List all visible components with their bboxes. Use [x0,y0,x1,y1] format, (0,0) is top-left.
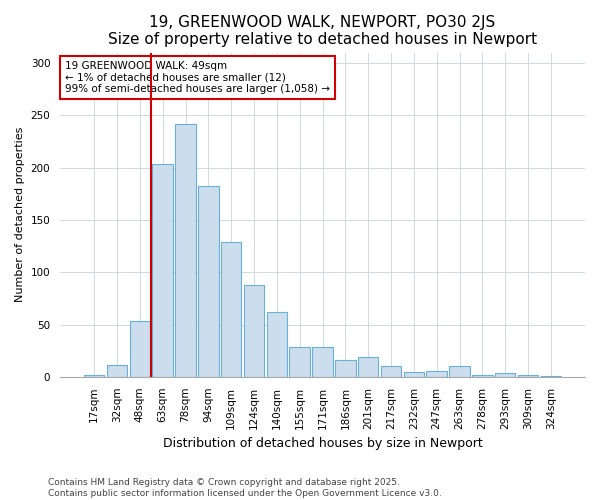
X-axis label: Distribution of detached houses by size in Newport: Distribution of detached houses by size … [163,437,482,450]
Bar [84,374,104,377]
Bar [472,374,493,377]
Bar [495,372,515,377]
Bar [289,346,310,377]
Bar [381,366,401,377]
Bar [358,357,379,377]
Bar [107,366,127,377]
Bar [152,164,173,377]
Bar [449,366,470,377]
Bar [427,370,447,377]
Bar [518,374,538,377]
Title: 19, GREENWOOD WALK, NEWPORT, PO30 2JS
Size of property relative to detached hous: 19, GREENWOOD WALK, NEWPORT, PO30 2JS Si… [108,15,537,48]
Bar [312,346,333,377]
Y-axis label: Number of detached properties: Number of detached properties [15,127,25,302]
Text: Contains HM Land Registry data © Crown copyright and database right 2025.
Contai: Contains HM Land Registry data © Crown c… [48,478,442,498]
Bar [266,312,287,377]
Bar [198,186,218,377]
Bar [335,360,356,377]
Text: 19 GREENWOOD WALK: 49sqm
← 1% of detached houses are smaller (12)
99% of semi-de: 19 GREENWOOD WALK: 49sqm ← 1% of detache… [65,61,330,94]
Bar [244,285,264,377]
Bar [221,242,241,377]
Bar [404,372,424,377]
Bar [175,124,196,377]
Bar [130,322,150,377]
Bar [541,376,561,377]
